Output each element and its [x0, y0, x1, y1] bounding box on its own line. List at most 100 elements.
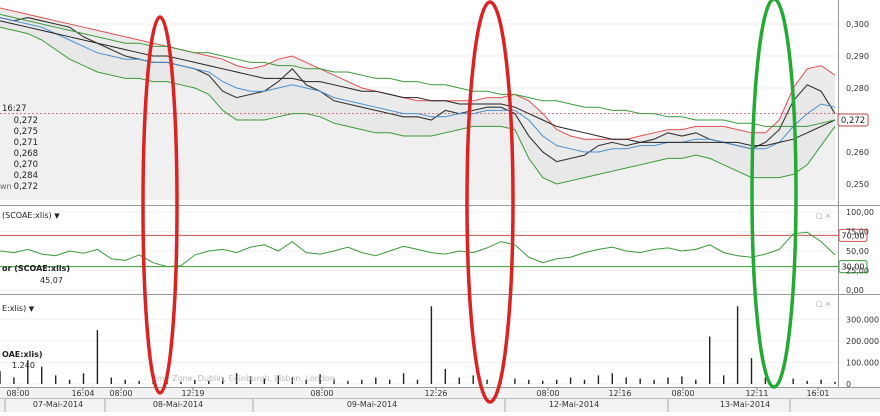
volume-bar — [472, 375, 474, 384]
volume-y-tick-label: 100.000 — [846, 358, 879, 367]
volume-bar — [208, 380, 210, 384]
volume-bar — [319, 374, 321, 384]
volume-bar — [834, 381, 836, 384]
volume-bar — [556, 379, 558, 384]
x-axis-ticks: 08:00 16:04 08:00 12:19 08:00 12:26 08:00 12:16… — [4, 387, 830, 412]
volume-bar — [0, 371, 1, 384]
volume-bar — [625, 377, 627, 384]
volume-panel-controls[interactable]: □ × — [816, 300, 831, 308]
volume-bar — [653, 379, 655, 384]
volume-bar — [583, 379, 586, 384]
volume-bar — [806, 380, 808, 384]
rsi-y-tick-label: 0,00 — [846, 286, 864, 295]
y-axis-ticks: 0,2500,2600,2700,2800,2900,3000,0025,005… — [846, 20, 879, 389]
volume-bar — [723, 375, 725, 384]
annotation-oval-green — [750, 0, 798, 389]
volume-bar — [375, 377, 377, 384]
volume-bar — [542, 380, 544, 384]
rsi-level-label: 30,00 — [842, 263, 865, 272]
volume-bar — [110, 377, 112, 384]
volume-indicator-title: OAE:xlis) — [2, 350, 43, 359]
date-tick-label: 12-Mai-2014 — [549, 400, 599, 409]
volume-bar — [569, 377, 572, 384]
volume-bar — [263, 378, 266, 384]
volume-bar — [764, 377, 767, 384]
volume-bar — [389, 379, 391, 384]
price-legend-value: 0,268 — [13, 149, 38, 159]
timezone-watermark: Time Zone: Dublin, Edinburgh, Lisbon, Lo… — [149, 374, 335, 383]
price-legend-values: 0,272 0,275 0,271 0,268 0,270 0,284 0,27… — [0, 116, 40, 196]
volume-bar — [249, 376, 252, 384]
time-tick-label: 08:00 — [671, 389, 694, 398]
volume-bar — [402, 373, 405, 384]
volume-bar — [27, 360, 29, 384]
rsi-panel-controls[interactable]: □ × — [816, 212, 831, 220]
rsi-level-tag — [838, 260, 868, 274]
price-legend-value: 0,275 — [13, 127, 38, 137]
time-tick-label: 12:26 — [424, 389, 447, 398]
date-tick-label: 07-Mai-2014 — [33, 400, 83, 409]
price-legend-last-label: wn — [0, 182, 12, 191]
date-tick-label: 08-Mai-2014 — [153, 400, 203, 409]
axis-strip — [0, 387, 880, 412]
series-rsi — [0, 231, 836, 268]
annotation-oval-red-1 — [141, 15, 179, 395]
rsi-panel-menu-icon[interactable]: ▼ — [54, 212, 60, 220]
volume-bar — [180, 381, 182, 384]
price-y-tick-label: 0,300 — [846, 20, 869, 29]
volume-bar — [611, 373, 613, 384]
rsi-y-tick-label: 50,00 — [846, 247, 869, 256]
rsi-panel-title: (SCOAE:xlis) ▼ — [2, 211, 60, 220]
volume-bar — [736, 306, 739, 384]
volume-bar — [305, 379, 307, 384]
volume-panel-title-text: E:xlis) — [2, 304, 27, 313]
volume-bar — [13, 377, 15, 384]
volume-bar — [124, 379, 126, 384]
date-tick-label: 09-Mai-2014 — [347, 400, 397, 409]
volume-bar — [486, 379, 488, 384]
price-legend-value: 0,272 — [13, 182, 38, 192]
current-value-label: 0,272 — [841, 116, 865, 126]
price-legend-value: 0,270 — [13, 160, 38, 170]
price-legend-value: 0,272 — [13, 116, 38, 126]
volume-bar — [820, 379, 822, 384]
volume-panel-menu-icon[interactable]: ▼ — [28, 305, 35, 313]
volume-bar — [291, 377, 293, 384]
volume-bar — [277, 375, 279, 384]
volume-bars — [0, 306, 836, 384]
series-moving-average-long — [0, 20, 836, 147]
volume-indicator-value: 1.240 — [12, 361, 35, 370]
time-tick-label: 08:00 — [536, 389, 559, 398]
volume-bar — [430, 306, 433, 384]
volume-bar — [597, 375, 600, 384]
price-y-tick-label: 0,290 — [846, 52, 869, 61]
volume-bar — [695, 379, 697, 384]
time-tick-label: 08:00 — [109, 389, 132, 398]
volume-bar — [333, 378, 335, 384]
price-legend-value: 0,271 — [13, 138, 38, 148]
price-legend-value: 0,284 — [13, 171, 38, 181]
volume-y-tick-label: 200.000 — [846, 337, 879, 346]
time-tick-label: 16:04 — [71, 389, 94, 398]
volume-y-tick-label: 0 — [846, 380, 851, 389]
price-y-tick-label: 0,250 — [846, 180, 869, 189]
volume-bar — [68, 379, 71, 384]
volume-bar — [528, 379, 530, 384]
volume-bar — [667, 377, 669, 384]
volume-bar — [235, 373, 238, 384]
annotation-oval-red-2 — [465, 0, 515, 404]
volume-bar — [681, 376, 683, 384]
time-tick-label: 16:01 — [806, 389, 829, 398]
volume-bar — [639, 378, 641, 384]
volume-bar — [138, 380, 140, 384]
volume-bar — [361, 379, 363, 384]
band-fill — [0, 8, 835, 184]
series-upper-band — [0, 7, 836, 140]
time-tick-label: 08:00 — [6, 389, 29, 398]
rsi-y-tick-label: 75,00 — [846, 228, 869, 237]
volume-bar — [444, 368, 446, 384]
price-lines — [0, 7, 838, 185]
current-value-tag: 0,272 — [837, 113, 869, 127]
